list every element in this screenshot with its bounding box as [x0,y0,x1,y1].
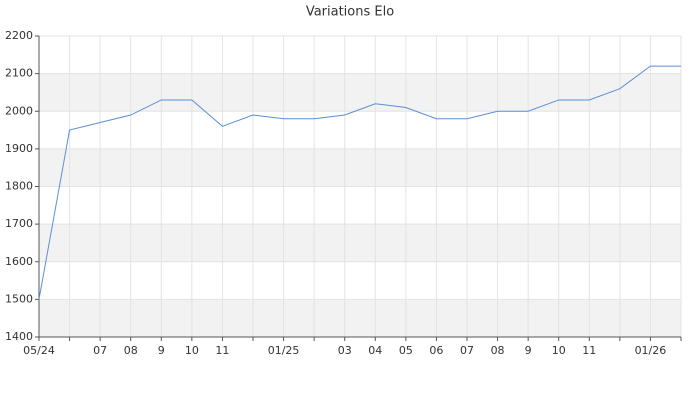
x-tick-label: 11 [582,344,596,357]
x-tick-label: 06 [429,344,443,357]
y-tick-label: 1400 [5,330,33,343]
y-tick-label: 2200 [5,29,33,42]
x-tick-label: 9 [158,344,165,357]
y-tick-label: 2100 [5,67,33,80]
grid-band [39,224,681,262]
x-tick-label: 10 [185,344,199,357]
x-tick-label: 08 [491,344,505,357]
x-tick-label: 01/26 [635,344,667,357]
x-tick-label: 04 [368,344,382,357]
x-tick-label: 07 [93,344,107,357]
x-tick-label: 05/24 [23,344,55,357]
y-tick-label: 1700 [5,217,33,230]
series-line [38,65,681,300]
x-tick-label: 08 [124,344,138,357]
chart-title: Variations Elo [306,5,394,20]
grid-band [39,299,681,337]
x-tick-label: 9 [525,344,532,357]
x-tick-label: 05 [399,344,413,357]
x-tick-label: 07 [460,344,474,357]
y-tick-label: 1900 [5,142,33,155]
y-tick-label: 1600 [5,255,33,268]
x-tick-label: 10 [552,344,566,357]
x-tick-label: 01/25 [268,344,300,357]
grid-band [39,73,681,112]
y-tick-label: 1800 [5,180,33,193]
y-tick-label: 1500 [5,292,33,305]
x-tick-label: 11 [215,344,229,357]
grid-band [39,148,681,187]
x-tick-label: 03 [338,344,352,357]
y-tick-label: 2000 [5,104,33,117]
